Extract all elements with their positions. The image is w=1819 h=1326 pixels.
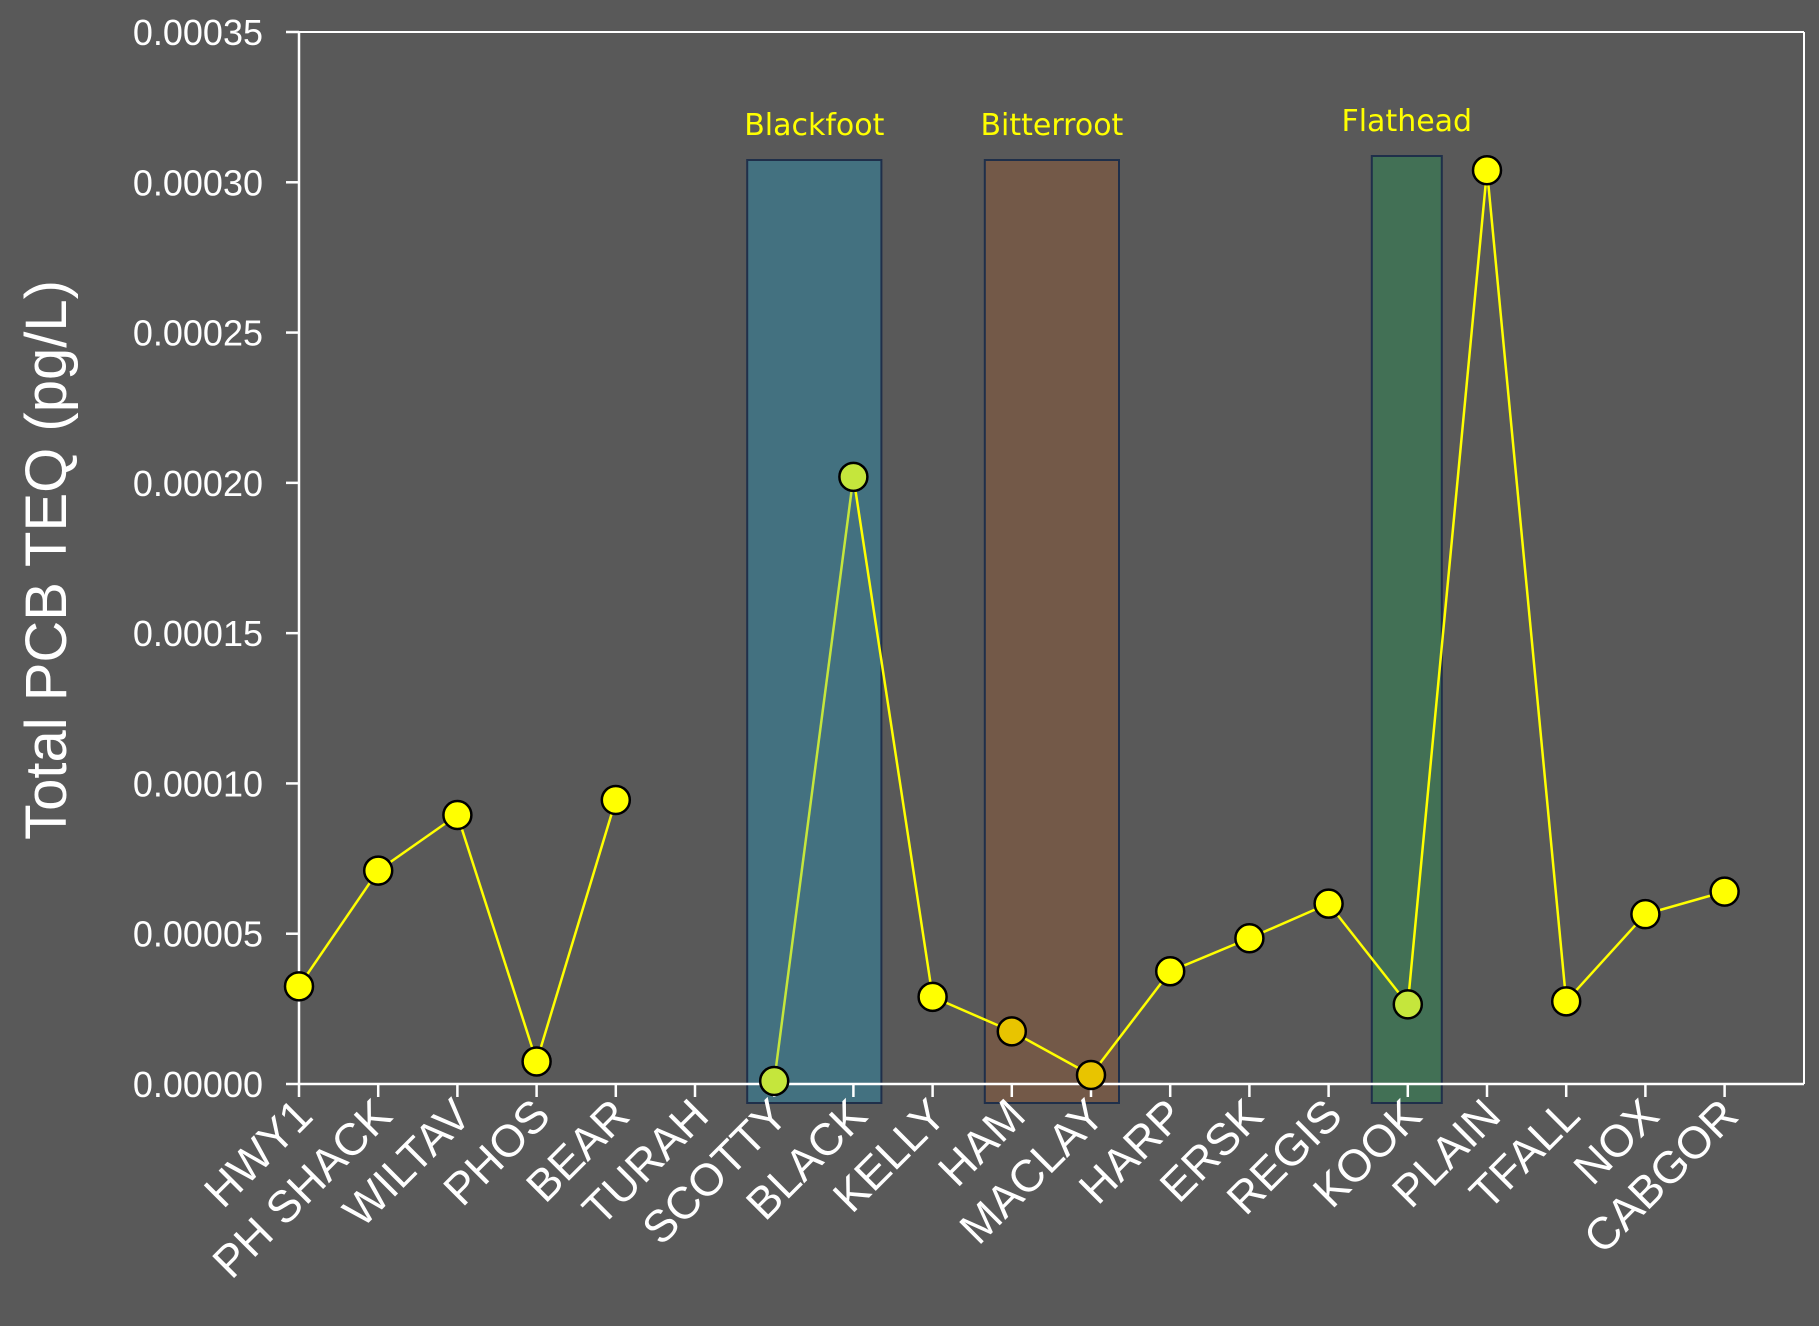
data-point-hwy1 xyxy=(283,971,315,1002)
data-point-ph-shack xyxy=(362,855,394,886)
data-point-scotty xyxy=(758,1065,790,1097)
y-tick-label: 0.00025 xyxy=(133,313,263,354)
data-point-nox xyxy=(1630,898,1661,930)
data-point-harp xyxy=(1154,956,1186,987)
line-segment xyxy=(852,476,934,998)
y-tick-label: 0.00035 xyxy=(133,12,263,53)
data-point-phos xyxy=(521,1046,552,1077)
data-point-wiltav xyxy=(442,799,473,831)
y-tick-label: 0.00010 xyxy=(133,763,263,804)
data-point-kelly xyxy=(917,981,948,1013)
region-bitterroot xyxy=(983,159,1120,1104)
line-segment xyxy=(1565,913,1647,1003)
region-label-flathead: Flathead xyxy=(1341,104,1472,139)
data-point-ham xyxy=(996,1016,1028,1047)
data-point-plain xyxy=(1471,155,1503,186)
line-segment xyxy=(535,799,617,1062)
data-point-kook xyxy=(1392,989,1424,1020)
line-segment xyxy=(377,813,459,872)
y-tick-label: 0.00030 xyxy=(133,162,263,203)
y-tick-label: 0.00005 xyxy=(133,914,263,955)
highlight-regions: Blackfoot Bitterroot Flathead xyxy=(744,104,1472,1104)
axis-labels: 0.00000 0.00005 0.00010 0.00015 0.00020 0.000… xyxy=(133,12,1748,1288)
y-tick-label: 0.00015 xyxy=(133,613,263,654)
y-axis-title: Total PCB TEQ (pg/L) xyxy=(14,280,79,840)
data-point-bear xyxy=(600,784,632,816)
series-points xyxy=(283,155,1740,1097)
data-point-maclay xyxy=(1075,1059,1107,1091)
axes xyxy=(286,30,1805,1097)
region-blackfoot xyxy=(746,159,883,1104)
line-segment xyxy=(297,869,380,988)
line-segment xyxy=(1485,170,1568,1002)
y-tick-label: 0.00000 xyxy=(133,1064,263,1105)
data-point-tfall xyxy=(1550,986,1582,1017)
data-point-ersk xyxy=(1234,922,1265,954)
data-point-regis xyxy=(1313,888,1344,919)
region-label-bitterroot: Bitterroot xyxy=(980,108,1123,143)
line-segment xyxy=(456,814,538,1062)
line-segment xyxy=(1327,902,1409,1006)
line-segment xyxy=(1406,170,1489,1005)
data-point-cabgor xyxy=(1709,876,1740,907)
line-segment xyxy=(772,476,855,1082)
data-point-black xyxy=(838,461,869,493)
region-label-blackfoot: Blackfoot xyxy=(744,108,884,143)
y-tick-label: 0.00020 xyxy=(133,463,263,504)
line-segment xyxy=(1090,970,1172,1076)
region-flathead xyxy=(1370,155,1443,1104)
